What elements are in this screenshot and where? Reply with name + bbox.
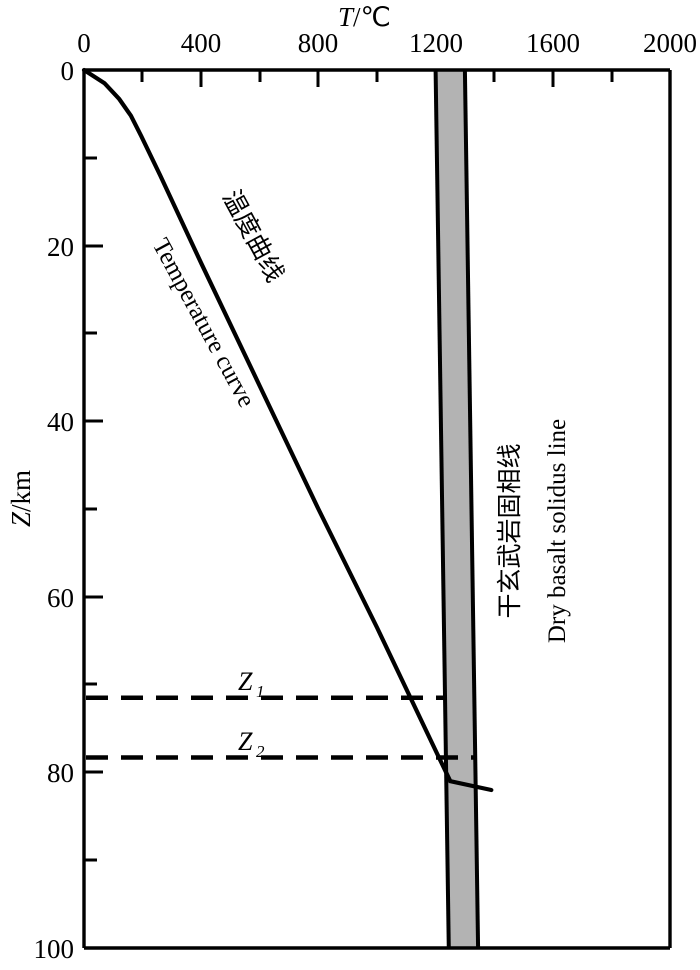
svg-text:2: 2 (256, 742, 265, 761)
y-tick-label-100: 100 (34, 934, 75, 964)
y-tick-label-20: 20 (47, 232, 74, 262)
plot-area-background (84, 70, 670, 948)
x-tick-label-800: 800 (298, 28, 339, 58)
z2-label: Z 2 (238, 727, 265, 761)
solidus-band-left-edge (433, 69, 451, 949)
svg-text:干玄武岩固相线: 干玄武岩固相线 (495, 443, 524, 618)
y-axis-title: Z /km (6, 470, 36, 527)
svg-text:T: T (338, 2, 355, 32)
y-axis-ticks (84, 156, 103, 862)
x-tick-label-2000: 2000 (643, 28, 697, 58)
svg-text:Z: Z (238, 667, 253, 696)
x-axis-title-unit: /℃ (353, 2, 391, 32)
y-tick-label-0: 0 (61, 56, 75, 86)
y-tick-label-40: 40 (47, 407, 74, 437)
y-tick-label-80: 80 (47, 758, 74, 788)
y-axis-title-var: Z (6, 511, 36, 527)
x-tick-label-1600: 1600 (526, 28, 580, 58)
x-tick-label-0: 0 (77, 28, 91, 58)
svg-text:Dry basalt solidus line: Dry basalt solidus line (544, 419, 571, 643)
z1-label: Z 1 (238, 667, 265, 701)
y-tick-label-60: 60 (47, 583, 74, 613)
solidus-band-right-edge (462, 69, 481, 949)
x-axis-title: T /℃ (338, 2, 391, 32)
x-axis-ticks (140, 70, 614, 87)
temperature-curve-line (81, 67, 494, 793)
y-axis-title-unit: /km (6, 470, 36, 512)
svg-text:Z: Z (6, 511, 36, 527)
x-tick-label-400: 400 (181, 28, 222, 58)
svg-text:Z: Z (238, 727, 253, 756)
svg-text:1: 1 (256, 682, 265, 701)
solidus-label-en: Dry basalt solidus line (544, 419, 571, 643)
x-tick-label-1200: 1200 (409, 28, 463, 58)
solidus-label-cjk: 干玄武岩固相线 (495, 443, 524, 618)
x-axis-title-var: T (338, 2, 355, 32)
